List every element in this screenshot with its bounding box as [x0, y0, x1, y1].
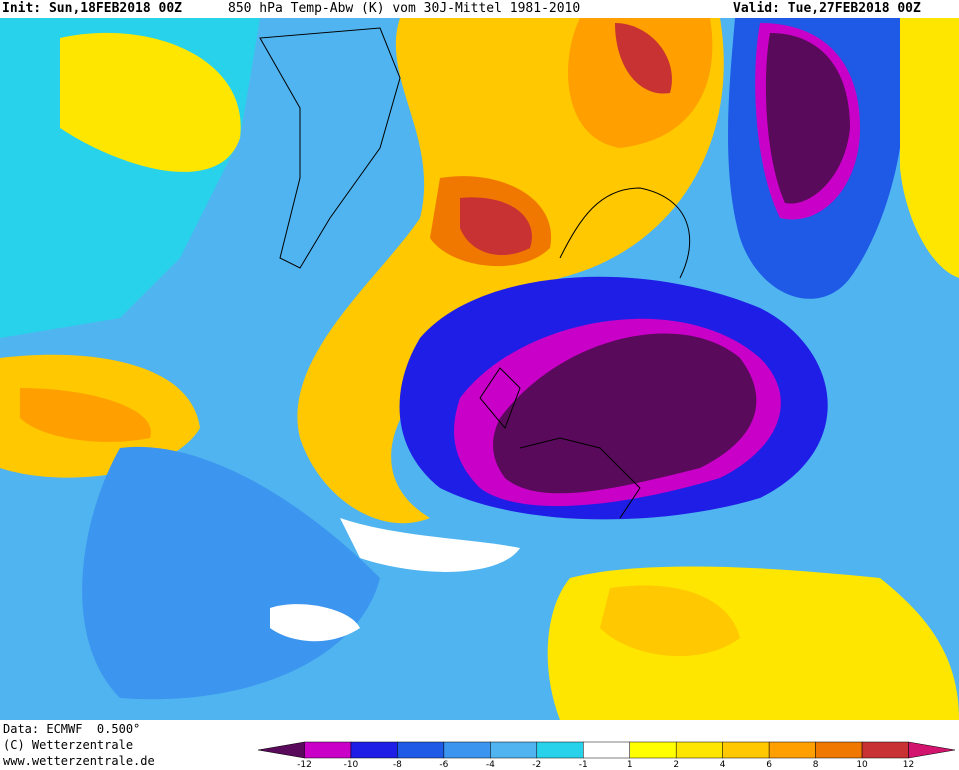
- colorbar-swatch: [629, 741, 677, 759]
- colorbar-swatch: [861, 741, 909, 759]
- colorbar-swatch: [908, 741, 956, 759]
- colorbar-swatch: [397, 741, 445, 759]
- valid-label: Valid: Tue,27FEB2018 00Z: [733, 1, 921, 16]
- anomaly-area: [460, 197, 532, 256]
- map: [0, 18, 959, 720]
- colorbar-tick-label: -8: [393, 760, 402, 770]
- colorbar-tick-label: 6: [766, 760, 772, 770]
- colorbar-swatch: [350, 741, 398, 759]
- colorbar-tick-label: 4: [720, 760, 726, 770]
- colorbar-swatch: [768, 741, 816, 759]
- coastline: [479, 187, 691, 519]
- copyright: (C) Wetterzentrale: [3, 738, 134, 752]
- colorbar-swatch: [443, 741, 491, 759]
- anomaly-area: [493, 333, 757, 494]
- colorbar-tick-label: -1: [579, 760, 588, 770]
- colorbar-swatch: [675, 741, 723, 759]
- colorbar-swatch: [304, 741, 352, 759]
- colorbar-tick-label: -2: [532, 760, 541, 770]
- anomaly-area: [340, 518, 520, 572]
- website: www.wetterzentrale.de: [3, 754, 155, 768]
- colorbar-swatch: [815, 741, 863, 759]
- anomaly-area: [765, 33, 850, 204]
- colorbar-tick-label: 2: [673, 760, 679, 770]
- anomaly-area: [20, 388, 151, 442]
- colorbar-tick-label: 8: [813, 760, 819, 770]
- colorbar-tick-label: -6: [439, 760, 448, 770]
- data-source: Data: ECMWF 0.500°: [3, 722, 141, 736]
- colorbar-swatch: [583, 741, 630, 759]
- colorbar-tick-label: 12: [903, 760, 914, 770]
- colorbar-swatch: [490, 741, 538, 759]
- colorbar-tick-label: -12: [297, 760, 312, 770]
- colorbar-swatch: [722, 741, 770, 759]
- coastline: [259, 27, 401, 269]
- colorbar-swatch: [257, 741, 305, 759]
- anomaly-area: [900, 18, 959, 278]
- colorbar-tick-label: 1: [627, 760, 633, 770]
- colorbar-swatch: [536, 741, 584, 759]
- anomaly-area: [600, 585, 740, 657]
- init-label: Init: Sun,18FEB2018 00Z: [2, 1, 183, 16]
- colorbar: -12 -10 -8 -6 -4 -2 -1 1 2 4 6 8 10 12: [257, 741, 956, 770]
- anomaly-area: [60, 32, 241, 172]
- anomaly-area: [615, 23, 672, 94]
- anomaly-area: [270, 604, 360, 642]
- map-title: 850 hPa Temp-Abw (K) vom 30J-Mittel 1981…: [228, 1, 581, 16]
- colorbar-tick-label: -4: [486, 760, 495, 770]
- colorbar-tick-label: -10: [344, 760, 359, 770]
- colorbar-tick-label: 10: [856, 760, 868, 770]
